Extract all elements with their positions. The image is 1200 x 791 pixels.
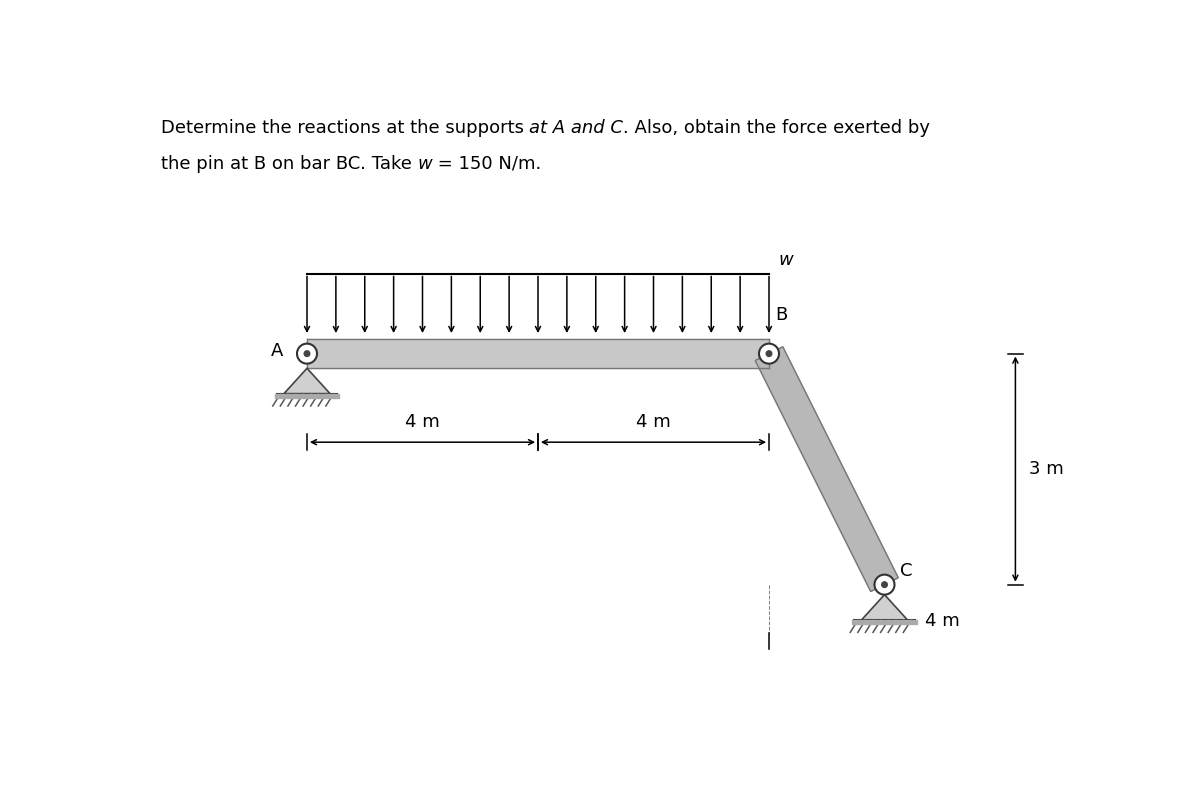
Text: B: B bbox=[775, 305, 787, 324]
Circle shape bbox=[875, 574, 894, 595]
Circle shape bbox=[296, 343, 317, 364]
Text: the pin at B on bar BC. Take: the pin at B on bar BC. Take bbox=[161, 155, 418, 173]
Circle shape bbox=[766, 351, 772, 357]
Text: A: A bbox=[271, 342, 283, 360]
Text: w: w bbox=[779, 251, 793, 269]
Polygon shape bbox=[755, 346, 899, 592]
Text: . Also, obtain the force exerted by: . Also, obtain the force exerted by bbox=[624, 119, 930, 137]
Polygon shape bbox=[284, 369, 330, 394]
Circle shape bbox=[758, 343, 779, 364]
Text: 4 m: 4 m bbox=[925, 612, 960, 630]
Text: w: w bbox=[418, 155, 432, 173]
Text: C: C bbox=[900, 562, 912, 580]
Text: 4 m: 4 m bbox=[636, 414, 671, 431]
Text: at A and C: at A and C bbox=[529, 119, 624, 137]
Text: = 150 N/m.: = 150 N/m. bbox=[432, 155, 541, 173]
Text: 3 m: 3 m bbox=[1030, 460, 1064, 478]
Polygon shape bbox=[862, 595, 907, 620]
Text: Determine the reactions at the supports: Determine the reactions at the supports bbox=[161, 119, 529, 137]
Circle shape bbox=[882, 582, 887, 588]
Text: 4 m: 4 m bbox=[406, 414, 440, 431]
Circle shape bbox=[304, 351, 310, 357]
